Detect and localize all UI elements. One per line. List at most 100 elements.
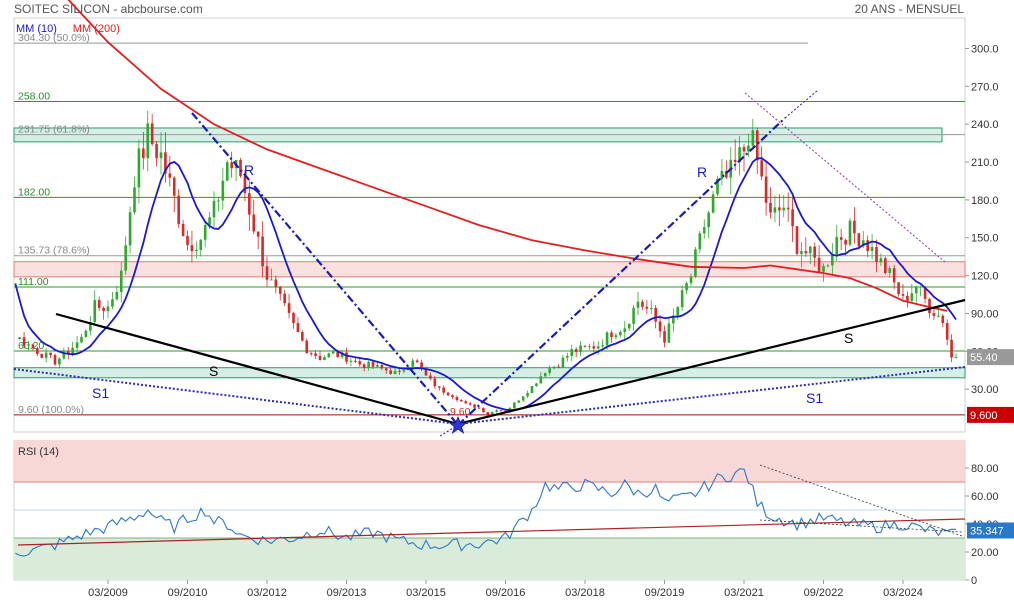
candle-body xyxy=(71,347,74,355)
candle-body xyxy=(667,323,671,343)
candle-body xyxy=(614,335,618,338)
candle-body xyxy=(336,351,339,358)
candle-body xyxy=(764,176,768,203)
candle-body xyxy=(923,286,927,299)
candle-body xyxy=(619,331,622,336)
candle-body xyxy=(495,410,498,412)
candle-body xyxy=(318,355,322,360)
chart-period: 20 ANS - MENSUEL xyxy=(854,2,964,16)
candle-body xyxy=(530,386,534,393)
candle-body xyxy=(641,301,644,307)
candle-body xyxy=(610,332,613,338)
candle-body xyxy=(928,298,931,314)
candle-body xyxy=(402,370,406,372)
candle-body xyxy=(287,303,291,313)
candle-body xyxy=(839,237,843,240)
candle-body xyxy=(605,332,609,346)
low-marker-star xyxy=(448,415,468,435)
candle-body xyxy=(702,227,706,234)
candle-body xyxy=(517,400,521,403)
candle-body xyxy=(853,220,856,234)
candle-body xyxy=(738,147,741,163)
candle-body xyxy=(733,159,737,163)
candle-body xyxy=(345,352,348,362)
candle-body xyxy=(857,233,861,247)
level-label-1: 258.00 xyxy=(18,90,50,102)
candle-body xyxy=(543,372,547,377)
candle-body xyxy=(773,207,777,213)
candle-body xyxy=(181,223,185,236)
price-axis-label: 240.0 xyxy=(971,119,999,131)
rsi-axis-label: 60.00 xyxy=(971,491,999,503)
candle-body xyxy=(698,233,702,250)
candle-body xyxy=(44,352,48,358)
annotation-s: S xyxy=(209,363,218,379)
candle-body xyxy=(225,162,229,181)
candle-body xyxy=(689,276,693,284)
candle-body xyxy=(376,365,379,367)
candle-body xyxy=(901,294,905,296)
candle-body xyxy=(252,214,256,232)
candle-body xyxy=(62,350,66,359)
last-price-box xyxy=(967,349,1014,366)
annotation-s: S xyxy=(844,330,853,346)
candle-body xyxy=(172,177,176,196)
candle-body xyxy=(97,300,101,308)
price-axis-label: 210.0 xyxy=(971,157,999,169)
candle-body xyxy=(897,282,900,295)
candle-body xyxy=(367,361,370,368)
candle-body xyxy=(711,194,715,213)
candle-body xyxy=(742,147,746,152)
level-label-6: 60.20 xyxy=(18,340,44,352)
level-label-2: 231.75 (61.8%) xyxy=(18,124,90,136)
candle-body xyxy=(477,407,481,409)
candle-body xyxy=(769,202,772,213)
price-axis-label: 180.0 xyxy=(971,195,999,207)
downtrend-line-top xyxy=(744,92,946,263)
date-axis-label: 09/2019 xyxy=(645,587,685,599)
candle-body xyxy=(212,200,216,218)
candle-body xyxy=(93,300,97,322)
candle-body xyxy=(437,386,441,388)
candle-body xyxy=(932,313,936,317)
candle-body xyxy=(221,180,225,201)
candle-body xyxy=(490,411,494,415)
candle-body xyxy=(18,337,21,340)
candle-body xyxy=(835,237,839,255)
support-s1-left xyxy=(13,368,459,425)
candle-body xyxy=(195,250,198,252)
annotation-r: R xyxy=(697,164,707,180)
annotation-s1: S1 xyxy=(92,385,109,401)
level-label-7: 9.60 (100.0%) xyxy=(18,404,84,416)
candle-body xyxy=(464,401,468,404)
candle-body xyxy=(941,315,945,323)
candle-body xyxy=(875,247,878,263)
rsi-trendline xyxy=(17,518,966,546)
candle-body xyxy=(906,295,909,301)
candle-body xyxy=(645,306,649,309)
candle-body xyxy=(649,307,653,309)
candle-body xyxy=(398,370,401,372)
candle-body xyxy=(433,378,437,387)
candle-body xyxy=(208,217,211,226)
candle-body xyxy=(278,286,282,294)
candle-body xyxy=(937,315,940,317)
last-price-label: 55.40 xyxy=(970,352,998,364)
candle-body xyxy=(579,345,582,352)
candle-body xyxy=(53,355,57,365)
candle-body xyxy=(323,357,326,360)
candle-body xyxy=(636,301,640,308)
candle-body xyxy=(460,400,463,402)
rsi-title: RSI (14) xyxy=(18,446,59,458)
level-label-3: 182.00 xyxy=(18,186,50,198)
date-axis-label: 03/2012 xyxy=(247,587,287,599)
candle-body xyxy=(888,268,892,273)
candle-body xyxy=(331,351,335,354)
low-marker-label: 9.60 xyxy=(450,406,471,418)
candle-body xyxy=(879,258,883,263)
candle-body xyxy=(892,268,896,283)
candle-body xyxy=(954,357,958,359)
candle-body xyxy=(270,279,273,281)
candle-body xyxy=(844,239,847,245)
